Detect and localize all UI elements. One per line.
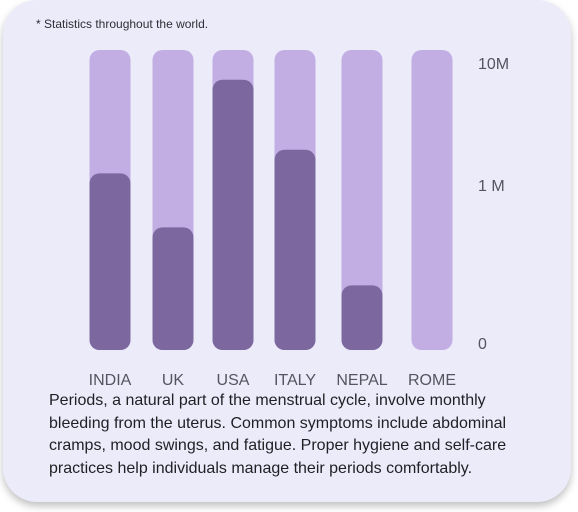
category-label-usa: USA xyxy=(217,372,250,389)
y-tick-label: 10M xyxy=(478,56,509,73)
description-text: Periods, a natural part of the menstrual… xyxy=(49,392,507,477)
bar-track-nepal xyxy=(341,50,383,350)
y-tick-label: 0 xyxy=(478,336,487,353)
bar-chart: INDIA UK USA ITALY NEPAL ROME 10M 1 M 0 xyxy=(89,50,509,389)
bar-uk xyxy=(152,227,194,350)
footnote: * Statistics throughout the world. xyxy=(36,17,209,31)
y-tick-label: 1 M xyxy=(478,178,505,195)
category-label-italy: ITALY xyxy=(274,372,316,389)
bar-nepal xyxy=(341,285,383,350)
category-label-uk: UK xyxy=(162,372,185,389)
bar-track-rome xyxy=(411,50,453,350)
category-label-nepal: NEPAL xyxy=(336,372,387,389)
stats-card: * Statistics throughout the world. INDIA… xyxy=(3,0,571,502)
bar-italy xyxy=(274,149,316,350)
category-label-india: INDIA xyxy=(89,372,132,389)
bar-usa xyxy=(212,79,254,351)
category-label-rome: ROME xyxy=(408,372,456,389)
bar-india xyxy=(89,173,131,350)
